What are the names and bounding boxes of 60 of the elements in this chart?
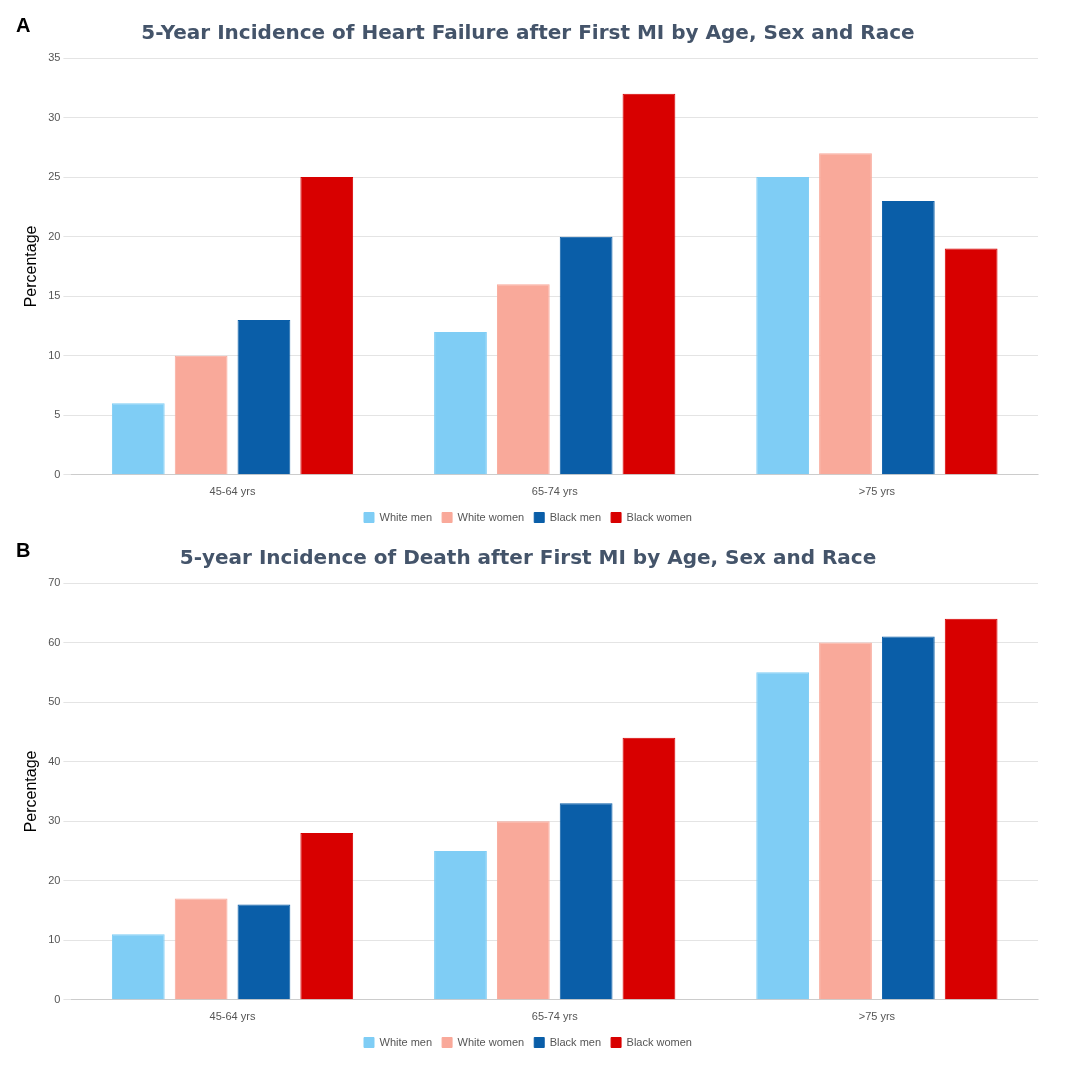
bar	[237, 904, 291, 1000]
legend-label: White women	[457, 1035, 525, 1048]
bar	[819, 153, 872, 475]
bar	[174, 355, 228, 475]
y-tick-label: 50	[48, 695, 61, 708]
legend-label: Black men	[549, 510, 602, 523]
bar	[300, 833, 354, 1000]
text: A	[16, 13, 31, 36]
y-tick-label: 70	[48, 576, 61, 589]
y-tick-label: 20	[48, 229, 61, 242]
y-tick-label: 20	[48, 873, 61, 886]
y-tick-label: 60	[48, 635, 61, 648]
legend-label: White men	[379, 510, 433, 523]
chart-title: 5-Year Incidence of Heart Failure after First MI by Age, Sex and Race	[141, 20, 915, 45]
bar	[496, 821, 550, 1000]
y-tick-label: 0	[54, 992, 61, 1005]
bar	[944, 248, 998, 475]
y-tick-label: 25	[48, 170, 61, 183]
x-tick-label: 65-74 yrs	[531, 1010, 579, 1023]
x-tick-label: >75 yrs	[858, 485, 896, 498]
bar	[881, 636, 935, 1000]
bar	[881, 200, 935, 475]
bar	[237, 319, 291, 475]
bar	[622, 737, 676, 1000]
legend-label: Black women	[626, 510, 692, 523]
bar	[756, 672, 810, 1000]
y-tick-label: 30	[48, 110, 61, 123]
bar	[434, 331, 487, 475]
y-axis-title: Percentage	[22, 225, 40, 308]
bar	[434, 850, 487, 1000]
bar	[174, 898, 228, 1000]
x-tick-label: 65-74 yrs	[531, 485, 579, 498]
y-tick-label: 10	[48, 348, 61, 361]
bar	[300, 177, 354, 475]
bar	[819, 642, 872, 1000]
y-tick-label: 35	[48, 51, 61, 64]
y-tick-label: 5	[54, 408, 61, 421]
legend-label: White women	[457, 510, 525, 523]
y-tick-label: 15	[48, 289, 61, 302]
bar	[944, 618, 998, 1000]
x-tick-label: >75 yrs	[858, 1010, 896, 1023]
bar	[496, 284, 550, 475]
legend-label: Black women	[626, 1035, 692, 1048]
y-tick-label: 10	[48, 933, 61, 946]
y-tick-label: 0	[54, 467, 61, 480]
chart-title: 5-year Incidence of Death after First MI by Age, Sex and Race	[179, 545, 877, 570]
text: B	[16, 538, 31, 561]
legend-label: White men	[379, 1035, 433, 1048]
y-tick-label: 40	[48, 754, 61, 767]
x-tick-label: 45-64 yrs	[209, 1010, 256, 1023]
bar	[756, 177, 810, 475]
bar	[559, 803, 613, 1000]
bar	[111, 934, 165, 1000]
legend-label: Black men	[549, 1035, 602, 1048]
bar	[622, 93, 676, 475]
y-axis-title: Percentage	[22, 750, 40, 833]
bar	[559, 236, 613, 475]
bar	[111, 403, 165, 475]
y-tick-label: 30	[48, 814, 61, 827]
x-tick-label: 45-64 yrs	[209, 485, 256, 498]
